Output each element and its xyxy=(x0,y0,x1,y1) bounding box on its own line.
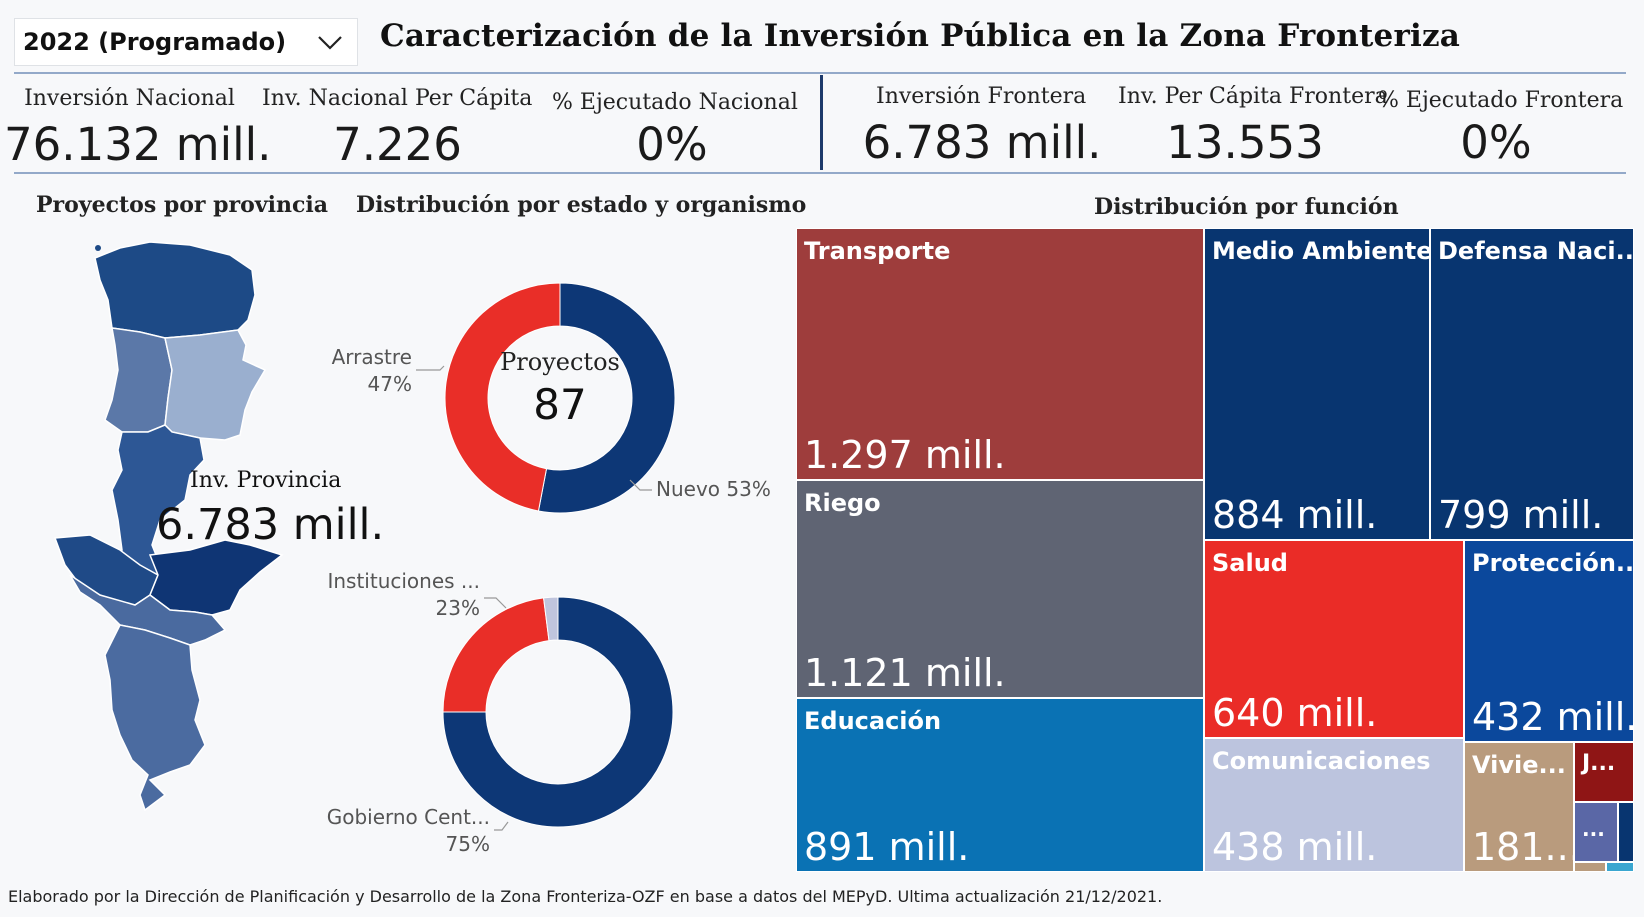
province-dajabon[interactable] xyxy=(104,327,173,433)
donut-organismo-label-instituciones: Instituciones ... 23% xyxy=(316,568,480,622)
slice-pct: 47% xyxy=(367,372,412,396)
treemap-tile-proteccion[interactable]: Protección... 432 mill. xyxy=(1464,540,1634,742)
tile-name: Riego xyxy=(804,489,881,517)
donut-estado-center-label: Proyectos xyxy=(500,348,620,376)
tile-name: Vivie... xyxy=(1472,751,1566,779)
tile-value: 1.121 mill. xyxy=(804,651,1006,695)
province-barahona[interactable] xyxy=(69,574,227,646)
page-title: Caracterización de la Inversión Pública … xyxy=(380,18,1461,54)
section-title-estado: Distribución por estado y organismo xyxy=(356,192,807,218)
slice-label: Arrastre xyxy=(331,345,412,369)
donut-estado-chart xyxy=(444,282,676,514)
treemap-tile-comunicaciones[interactable]: Comunicaciones 438 mill. xyxy=(1204,738,1464,872)
treemap-tile-justicia[interactable]: J... xyxy=(1574,742,1634,802)
treemap-tile-defensa[interactable]: Defensa Naci... 799 mill. xyxy=(1430,228,1634,540)
slice-label: Nuevo xyxy=(656,477,721,501)
kpi-label-per-capita-nacional: Inv. Nacional Per Cápita xyxy=(262,86,533,111)
slice-pct: 53% xyxy=(726,477,771,501)
treemap-tile-medio-ambiente[interactable]: Medio Ambiente 884 mill. xyxy=(1204,228,1430,540)
kpi-value-inversion-nacional: 76.132 mill. xyxy=(4,118,272,171)
donut-estado-slice-1[interactable] xyxy=(444,282,561,512)
tile-name: ... xyxy=(1582,817,1605,841)
province-bahoruco[interactable] xyxy=(148,539,284,616)
tile-name: Comunicaciones xyxy=(1212,747,1431,775)
provinces-map xyxy=(53,241,284,812)
kpi-value-per-capita-frontera: 13.553 xyxy=(1166,116,1324,169)
donut-estado-label-arrastre: Arrastre 47% xyxy=(316,344,412,398)
kpi-label-ejecutado-nacional: % Ejecutado Nacional xyxy=(552,90,798,115)
treemap-tile-educacion[interactable]: Educación 891 mill. xyxy=(796,698,1204,872)
island-shape xyxy=(95,245,101,251)
tile-value: 799 mill. xyxy=(1438,493,1604,537)
tile-value: 438 mill. xyxy=(1212,825,1378,869)
donut-organismo-chart xyxy=(442,596,674,828)
donut-organismo-slice-2[interactable] xyxy=(543,596,559,642)
donut-organismo-slice-0[interactable] xyxy=(442,596,674,828)
treemap-tile-riego[interactable]: Riego 1.121 mill. xyxy=(796,480,1204,698)
treemap-tile-small-1[interactable] xyxy=(1618,802,1634,862)
map-tooltip-value: 6.783 mill. xyxy=(156,500,385,550)
treemap-tile-small-3[interactable] xyxy=(1606,862,1634,872)
treemap-tile-other[interactable]: ... xyxy=(1574,802,1618,862)
donut-organismo-label-gobierno: Gobierno Cent... 75% xyxy=(316,804,490,858)
tile-name: Salud xyxy=(1212,549,1288,577)
treemap-tile-vivienda[interactable]: Vivie... 181... xyxy=(1464,742,1574,872)
slice-pct: 23% xyxy=(435,596,480,620)
tile-value: 884 mill. xyxy=(1212,493,1378,537)
tile-value: 640 mill. xyxy=(1212,691,1378,735)
donut-estado-center-value: 87 xyxy=(533,380,587,429)
tile-name: Medio Ambiente xyxy=(1212,237,1430,265)
year-dropdown[interactable]: 2022 (Programado) xyxy=(14,18,358,66)
treemap-tile-small-2[interactable] xyxy=(1574,862,1606,872)
kpi-top-divider xyxy=(14,72,1626,74)
tile-name: Educación xyxy=(804,707,942,735)
tile-value: 181... xyxy=(1472,825,1574,869)
kpi-value-ejecutado-frontera: 0% xyxy=(1460,116,1532,169)
kpi-label-inversion-frontera: Inversión Frontera xyxy=(876,84,1087,109)
province-montecristi[interactable] xyxy=(94,241,256,339)
tile-name: Defensa Naci... xyxy=(1438,237,1634,265)
kpi-value-inversion-frontera: 6.783 mill. xyxy=(862,116,1102,169)
slice-label: Gobierno Cent... xyxy=(326,805,490,829)
province-santiago-rodriguez[interactable] xyxy=(164,329,267,441)
footer-note: Elaborado por la Dirección de Planificac… xyxy=(8,887,1163,906)
year-dropdown-value: 2022 (Programado) xyxy=(23,28,287,56)
treemap-tile-salud[interactable]: Salud 640 mill. xyxy=(1204,540,1464,738)
map-tooltip-label: Inv. Provincia xyxy=(190,468,342,493)
section-title-provincia: Proyectos por provincia xyxy=(36,192,328,218)
chevron-down-icon xyxy=(318,36,342,50)
kpi-value-ejecutado-nacional: 0% xyxy=(636,118,708,171)
kpi-value-per-capita-nacional: 7.226 xyxy=(333,118,462,171)
tile-name: Protección... xyxy=(1472,549,1634,577)
tile-value: 891 mill. xyxy=(804,825,970,869)
slice-pct: 75% xyxy=(445,832,490,856)
tile-name: J... xyxy=(1582,751,1616,776)
slice-label: Instituciones ... xyxy=(327,569,480,593)
kpi-label-inversion-nacional: Inversión Nacional xyxy=(24,86,235,111)
tile-name: Transporte xyxy=(804,237,951,265)
treemap-tile-transporte[interactable]: Transporte 1.297 mill. xyxy=(796,228,1204,480)
tile-value: 432 mill. xyxy=(1472,695,1634,739)
kpi-label-ejecutado-frontera: % Ejecutado Frontera xyxy=(1378,88,1624,113)
tile-value: 1.297 mill. xyxy=(804,433,1006,477)
province-pedernales[interactable] xyxy=(104,624,206,812)
donut-estado-slice-0[interactable] xyxy=(537,282,676,514)
island-shape xyxy=(106,254,110,258)
section-title-funcion: Distribución por función xyxy=(1094,194,1399,220)
donut-estado-label-nuevo: Nuevo 53% xyxy=(656,476,771,503)
kpi-label-per-capita-frontera: Inv. Per Cápita Frontera xyxy=(1118,84,1388,109)
kpi-group-divider xyxy=(820,75,823,170)
kpi-bottom-divider xyxy=(14,172,1626,174)
